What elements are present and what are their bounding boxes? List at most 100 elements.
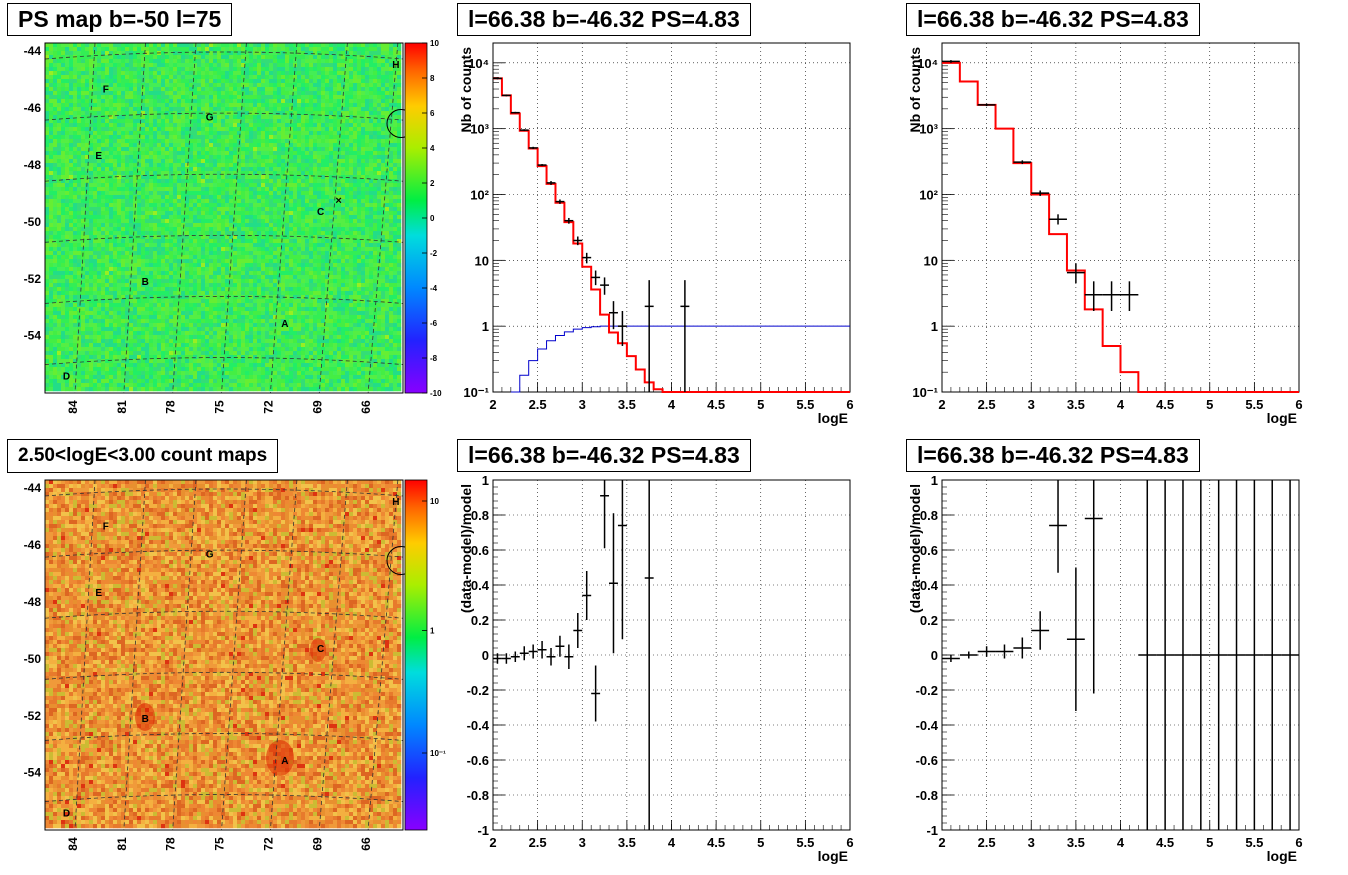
longitude-line [172,42,197,394]
map-frame [44,479,404,831]
longitude-line [123,42,146,394]
background-step-line [510,325,850,393]
source-label-e: E [95,588,102,599]
plot-area [493,43,850,392]
colorbar-tick-label: -8 [430,354,438,363]
x-axis-label: logE [818,848,848,864]
y-tick-label: 0.6 [471,543,489,558]
y-tick-label: -0.6 [467,753,489,768]
residual-left-title: l=66.38 b=-46.32 PS=4.83 [457,439,751,472]
colorbar-tick-label: -4 [430,284,438,293]
residual-right-title: l=66.38 b=-46.32 PS=4.83 [906,439,1200,472]
source-label-c: C [317,207,324,218]
map-x-tick-label: 75 [213,837,227,851]
map-x-tick-label: 66 [359,400,373,414]
y-tick-label: 0.8 [471,508,489,523]
y-tick-label: 1 [482,473,489,488]
x-tick-label: 2 [938,397,945,412]
y-tick-label: 0 [482,648,489,663]
longitude-line [270,42,298,394]
y-tick-label: -0.8 [916,788,938,803]
latitude-line [44,733,404,741]
x-tick-label: 4 [1117,397,1125,412]
ps-map-cells [45,43,402,392]
x-tick-label: 6 [1295,397,1302,412]
spectrum-right-title: l=66.38 b=-46.32 PS=4.83 [906,3,1200,36]
x-tick-label: 5.5 [796,397,814,412]
map-x-tick-label: 81 [115,837,129,851]
source-label-b: B [142,277,149,288]
spectrum-left-title: l=66.38 b=-46.32 PS=4.83 [457,3,751,36]
colorbar-tick-label: -6 [430,319,438,328]
x-axis-label: logE [1267,848,1297,864]
x-tick-label: 5 [757,397,764,412]
map-y-tick-label: -52 [24,272,42,286]
map-y-tick-label: -54 [24,766,42,780]
x-tick-label: 2.5 [529,397,547,412]
map-x-tick-label: 72 [261,400,275,414]
y-tick-label: 10 [924,253,938,268]
colorbar-tick-label: 8 [430,74,435,83]
map-x-tick-label: 69 [310,837,324,851]
map-x-tick-label: 69 [310,400,324,414]
x-tick-label: 3.5 [618,397,636,412]
y-tick-label: 0 [931,648,938,663]
longitude-line [367,42,399,394]
y-tick-label: 10⁴ [468,56,489,71]
x-tick-label: 4.5 [707,835,725,850]
x-tick-label: 3.5 [618,835,636,850]
colorbar-tick-label: 10 [430,497,439,506]
map-x-tick-label: 72 [261,837,275,851]
y-tick-label: -0.4 [916,718,939,733]
x-tick-label: 2.5 [529,835,547,850]
x-tick-label: 2 [489,397,496,412]
longitude-line [221,479,247,831]
residual-plot-right: 2 2.5 3 3.5 4 4.5 5 5.5 6 -1 -0.8 -0.6 -0.4 -0.2 0 0.2 0… [907,473,1303,864]
source-label-f: F [103,522,109,533]
map-y-tick-label: -48 [24,158,42,172]
x-tick-label: 4 [1117,835,1125,850]
map-y-tick-label: -50 [24,215,42,229]
latitude-line [44,610,404,619]
colorbar [404,479,428,831]
x-tick-label: 5.5 [796,835,814,850]
cross-marker: × [335,195,341,207]
y-tick-label: 0.6 [920,543,938,558]
source-label-g: G [206,113,214,124]
source-label-h: H [392,497,399,508]
map-x-tick-label: 75 [213,400,227,414]
x-tick-label: 4 [668,835,676,850]
count-map-title: 2.50<logE<3.00 count maps [7,439,279,473]
y-tick-label: -0.2 [467,683,489,698]
plot-frame [492,479,851,831]
y-tick-label: 10³ [919,122,938,137]
x-tick-label: 2 [489,835,496,850]
map-x-tick-label: 78 [164,837,178,851]
x-tick-label: 5 [757,835,764,850]
latitude-line [44,234,404,243]
hotspot [310,638,326,662]
source-label-c: C [317,644,324,655]
y-tick-label: 10³ [470,122,489,137]
coordinate-grid [44,42,404,394]
longitude-line [318,479,348,831]
hotspot [266,740,294,776]
plot-area [942,43,1299,392]
map-y-tick-label: -48 [24,595,42,609]
longitude-line [74,42,96,394]
count-map: A B C D E F G H 84 81 78 75 72 69 66 -44 -46 -48 -50 -52 -54… [24,479,446,851]
map-y-tick-label: -52 [24,709,42,723]
x-tick-label: 2 [938,835,945,850]
source-label-h: H [392,60,399,71]
y-tick-label: -0.8 [467,788,489,803]
residual-plot-left: 2 2.5 3 3.5 4 4.5 5 5.5 6 -1 -0.8 -0.6 -0.4 -0.2 0 0.2 0… [458,473,854,864]
count-map-cells [45,480,402,829]
y-tick-label: -1 [477,823,489,838]
source-label-f: F [103,85,109,96]
map-y-tick-label: -46 [24,101,42,115]
y-tick-label: 10⁴ [917,56,938,71]
longitude-line [221,42,247,394]
latitude-line [44,112,404,121]
source-label-b: B [142,714,149,725]
